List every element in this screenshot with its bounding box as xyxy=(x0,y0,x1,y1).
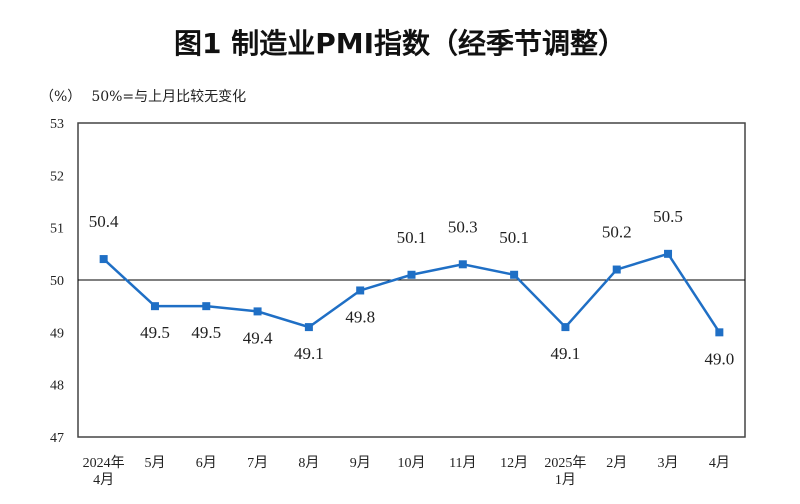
data-label: 50.1 xyxy=(397,228,427,247)
x-tick-label: 8月 xyxy=(298,455,319,471)
data-point xyxy=(407,270,416,279)
x-tick-label: 6月 xyxy=(196,455,217,471)
x-tick-label: 4月 xyxy=(709,455,730,471)
data-point xyxy=(561,323,570,332)
data-point xyxy=(356,286,365,295)
data-point xyxy=(150,302,159,311)
data-label: 50.2 xyxy=(602,223,632,242)
y-tick-label: 51 xyxy=(50,222,64,237)
unit-label: （%） xyxy=(40,89,82,105)
x-tick-label: 11月 xyxy=(449,455,476,471)
x-tick-label: 2024年 xyxy=(83,455,125,471)
baseline-note: 50%=与上月比较无变化 xyxy=(91,89,247,105)
data-point xyxy=(715,328,724,337)
y-tick-label: 53 xyxy=(50,117,64,132)
data-label: 50.5 xyxy=(653,207,683,226)
data-label: 49.0 xyxy=(704,349,734,368)
y-tick-label: 52 xyxy=(50,169,64,184)
data-point xyxy=(458,260,467,269)
y-tick-label: 48 xyxy=(50,379,64,394)
unit-note: （%） 50%=与上月比较无变化 xyxy=(40,86,246,106)
data-point xyxy=(612,265,621,274)
x-tick-label: 3月 xyxy=(658,455,679,471)
data-label: 49.1 xyxy=(551,344,581,363)
data-label: 49.1 xyxy=(294,344,324,363)
data-point xyxy=(99,255,108,264)
x-tick-label: 7月 xyxy=(247,455,268,471)
series-line xyxy=(102,252,721,334)
data-label: 50.1 xyxy=(499,228,529,247)
data-label: 49.8 xyxy=(345,307,375,326)
data-label: 49.4 xyxy=(243,328,273,347)
x-tick-label: 10月 xyxy=(398,455,426,471)
data-label: 49.5 xyxy=(140,323,170,342)
x-tick-label: 2月 xyxy=(606,455,627,471)
chart-title: 图1 制造业PMI指数（经季节调整） xyxy=(173,27,627,60)
data-label: 49.5 xyxy=(191,323,221,342)
data-point xyxy=(253,307,262,316)
x-tick-label: 5月 xyxy=(144,455,165,471)
data-point xyxy=(304,323,313,332)
y-tick-label: 47 xyxy=(50,431,64,446)
data-point xyxy=(510,270,519,279)
x-tick-label: 9月 xyxy=(350,455,371,471)
x-tick-label: 2025年 xyxy=(544,455,586,471)
data-point xyxy=(664,249,673,258)
data-label: 50.3 xyxy=(448,217,478,236)
data-label: 50.4 xyxy=(89,212,119,231)
y-tick-label: 49 xyxy=(50,326,64,341)
data-point xyxy=(202,302,211,311)
x-tick-label: 12月 xyxy=(500,455,528,471)
y-tick-label: 50 xyxy=(50,274,64,289)
x-tick-label: 1月 xyxy=(555,472,576,488)
x-tick-label: 4月 xyxy=(93,472,114,488)
